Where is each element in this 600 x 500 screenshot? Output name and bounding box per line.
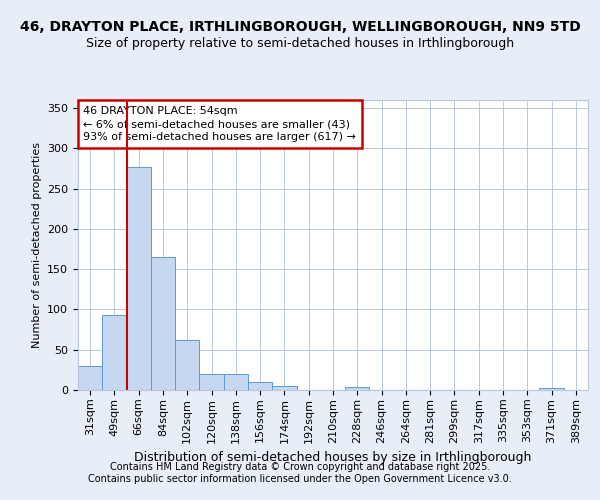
Text: 46, DRAYTON PLACE, IRTHLINGBOROUGH, WELLINGBOROUGH, NN9 5TD: 46, DRAYTON PLACE, IRTHLINGBOROUGH, WELL… [20, 20, 580, 34]
Bar [199, 374, 224, 390]
Bar [102, 315, 127, 390]
Bar [127, 167, 151, 390]
Bar [78, 366, 102, 390]
Bar [248, 382, 272, 390]
X-axis label: Distribution of semi-detached houses by size in Irthlingborough: Distribution of semi-detached houses by … [134, 451, 532, 464]
Bar [539, 388, 564, 390]
Bar [272, 386, 296, 390]
Bar [224, 374, 248, 390]
Text: Contains public sector information licensed under the Open Government Licence v3: Contains public sector information licen… [88, 474, 512, 484]
Text: Contains HM Land Registry data © Crown copyright and database right 2025.: Contains HM Land Registry data © Crown c… [110, 462, 490, 472]
Bar [151, 257, 175, 390]
Bar [345, 387, 370, 390]
Y-axis label: Number of semi-detached properties: Number of semi-detached properties [32, 142, 41, 348]
Bar [175, 340, 199, 390]
Text: Size of property relative to semi-detached houses in Irthlingborough: Size of property relative to semi-detach… [86, 38, 514, 51]
Text: 46 DRAYTON PLACE: 54sqm
← 6% of semi-detached houses are smaller (43)
93% of sem: 46 DRAYTON PLACE: 54sqm ← 6% of semi-det… [83, 106, 356, 142]
